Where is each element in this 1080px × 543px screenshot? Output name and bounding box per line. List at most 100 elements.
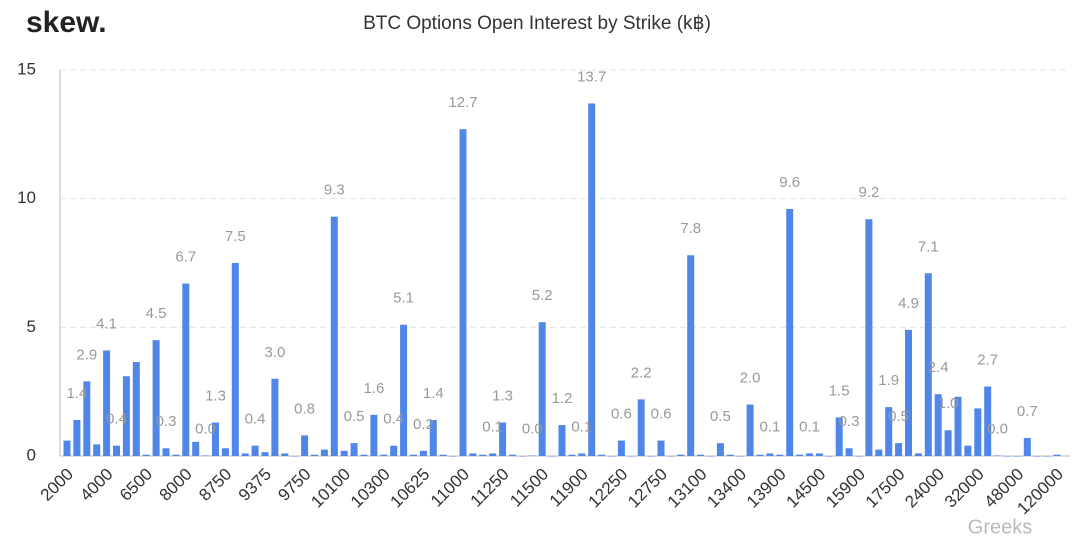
bar (202, 455, 210, 456)
bar (479, 454, 487, 456)
bar (499, 422, 507, 456)
bar (340, 450, 348, 456)
value-label: 7.1 (918, 238, 939, 255)
bar (687, 255, 695, 456)
bar (1043, 456, 1051, 457)
value-label: 0.4 (383, 411, 404, 428)
x-tick-label: 10625 (387, 465, 434, 512)
bar (261, 452, 269, 456)
value-label: 1.0 (938, 395, 959, 412)
x-tick-label: 8750 (195, 465, 235, 505)
bar (459, 129, 467, 457)
value-label: 7.5 (225, 228, 246, 245)
bar (1004, 456, 1011, 457)
value-label: 1.5 (829, 382, 850, 399)
bar (954, 396, 962, 456)
x-tick-label: 12750 (624, 465, 671, 512)
bar (142, 454, 150, 456)
x-tick-label: 10300 (347, 465, 394, 512)
value-label: 1.3 (205, 388, 226, 405)
bar (914, 453, 922, 456)
x-tick-label: 14500 (783, 465, 830, 512)
x-tick-label: 15900 (822, 465, 869, 512)
x-tick-label: 6500 (116, 465, 156, 505)
value-label: 5.2 (532, 287, 553, 304)
bar (489, 453, 497, 456)
bar (429, 419, 437, 456)
bar (103, 350, 111, 456)
y-tick-label: 10 (17, 188, 36, 207)
value-label: 2.2 (631, 364, 652, 381)
value-label: 4.5 (146, 305, 167, 322)
bar (766, 453, 774, 456)
bar (786, 208, 794, 456)
bar (994, 455, 1002, 456)
bar (815, 453, 823, 456)
value-label: 0.1 (571, 418, 592, 435)
value-label: 0.0 (522, 420, 543, 437)
value-label: 1.4 (423, 385, 444, 402)
x-tick-label: 17500 (862, 465, 909, 512)
bar (568, 454, 576, 456)
x-tick-label: 4000 (76, 465, 116, 505)
x-tick-label: 11250 (467, 465, 513, 511)
bar (776, 454, 784, 456)
value-label: 0.1 (799, 418, 820, 435)
bar (835, 417, 843, 456)
y-tick-label: 15 (17, 59, 36, 78)
value-label: 7.8 (680, 220, 701, 237)
bar (697, 454, 705, 456)
value-label: 0.5 (710, 408, 731, 425)
bar (132, 362, 140, 456)
logo: skew. (26, 6, 107, 39)
bar (548, 456, 556, 457)
x-tick-label: 9375 (235, 465, 275, 505)
bar (707, 456, 714, 457)
bar (419, 450, 427, 456)
bar (944, 430, 952, 456)
bar (726, 454, 734, 456)
x-tick-label: 12250 (585, 465, 632, 512)
x-tick-label: 11500 (506, 465, 552, 511)
bar (73, 419, 81, 456)
value-label: 1.3 (492, 388, 513, 405)
bar (291, 456, 299, 457)
value-label: 1.9 (878, 372, 899, 389)
y-tick-label: 5 (27, 317, 36, 336)
bar (221, 448, 229, 456)
bar (449, 456, 457, 457)
value-label: 2.9 (76, 346, 97, 363)
value-label: 0.1 (759, 418, 780, 435)
bar (677, 454, 685, 456)
x-tick-label: 10100 (307, 465, 354, 512)
value-label: 2.7 (977, 351, 998, 368)
value-label: 5.1 (393, 290, 414, 307)
bar (63, 440, 71, 456)
bar (152, 340, 160, 456)
bar (172, 454, 180, 456)
value-label: 0.3 (839, 413, 860, 430)
bar (162, 448, 170, 456)
bar (924, 273, 932, 456)
value-label: 0.0 (987, 420, 1008, 437)
bar (588, 103, 596, 456)
value-label: 0.7 (1017, 403, 1038, 420)
bar (598, 454, 606, 456)
value-label: 4.9 (898, 295, 919, 312)
bar (657, 440, 665, 456)
value-label: 0.4 (106, 411, 127, 428)
value-label: 0.6 (611, 406, 632, 423)
bar (360, 454, 368, 456)
value-label: 0.2 (413, 416, 434, 433)
value-label: 3.0 (264, 344, 285, 361)
bar (518, 456, 526, 457)
bar (716, 443, 724, 456)
bar (469, 453, 477, 456)
bar (845, 448, 853, 456)
bar (122, 376, 130, 456)
x-tick-label: 11000 (427, 465, 473, 511)
value-label: 13.7 (577, 68, 606, 85)
x-tick-label: 13100 (664, 465, 711, 512)
bar (192, 441, 200, 456)
watermark: Greeks (968, 516, 1032, 538)
